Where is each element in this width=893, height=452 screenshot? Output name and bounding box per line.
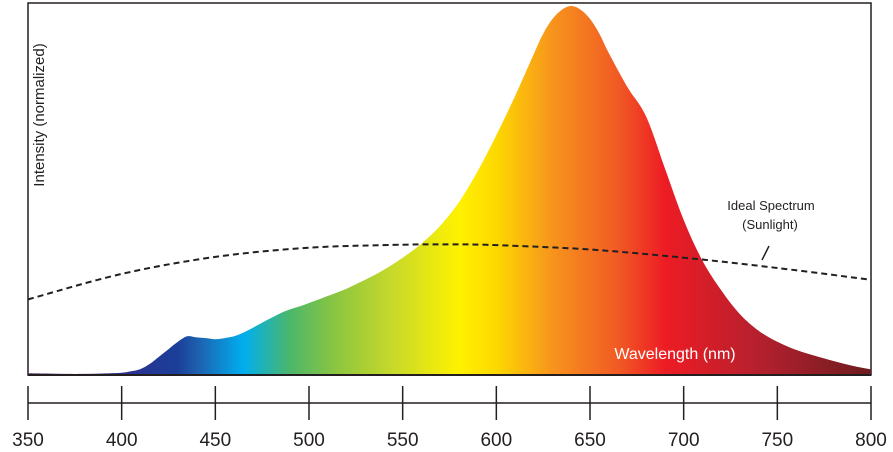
spectrum-area-layer — [28, 6, 871, 375]
x-tick-label-400: 400 — [106, 430, 138, 451]
x-tick-label-450: 450 — [199, 430, 231, 451]
x-tick-label-350: 350 — [12, 430, 44, 451]
x-tick-label-700: 700 — [668, 430, 700, 451]
x-tick-label-800: 800 — [855, 430, 887, 451]
y-axis-label: Intensity (normalized) — [31, 43, 48, 186]
annotation-line-2: (Sunlight) — [742, 217, 798, 232]
ideal-spectrum-annotation: Ideal Spectrum (Sunlight) — [727, 198, 815, 261]
spectrum-area — [28, 6, 871, 375]
x-tick-label-600: 600 — [480, 430, 512, 451]
x-axis: 350 400 450 500 550 600 650 700 750 800 — [12, 386, 887, 451]
x-axis-label: Wavelength (nm) — [614, 346, 735, 363]
x-tick-label-650: 650 — [574, 430, 606, 451]
annotation-line-1: Ideal Spectrum — [727, 198, 814, 213]
x-tick-label-750: 750 — [761, 430, 793, 451]
x-tick-label-550: 550 — [387, 430, 419, 451]
x-tick-label-500: 500 — [293, 430, 325, 451]
annotation-pointer — [761, 245, 770, 261]
